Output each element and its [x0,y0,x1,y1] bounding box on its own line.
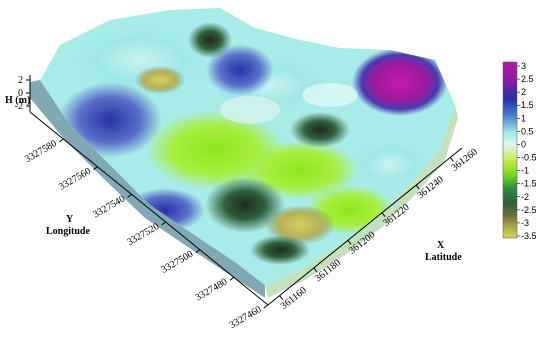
surface [30,8,458,298]
y-axis-title-line2: Longitude [46,226,90,237]
colorbar: 3 2.5 2 1.5 1 0.5 0 -0.5 -1 -1.5 -2 -2.5 -3 -3.5 [502,61,536,241]
y-tick-mark [229,276,235,281]
colorbar-tick-label: -1.5 [521,179,536,189]
y-tick-label: 3327500 [159,249,195,276]
colorbar-tick-label: -0.5 [521,153,536,163]
z-tick-label: 2 [18,75,23,86]
y-tick-mark [161,221,166,226]
colorbar-tick-label: 0.5 [521,126,534,136]
x-axis-line [267,147,463,306]
colorbar-tick-label: -2.5 [521,205,536,215]
x-tick-mark [415,184,420,190]
y-tick-mark [263,304,269,309]
colorbar-tick-label: 2 [521,87,526,97]
colorbar-tick-label: 1.5 [521,100,534,110]
colorbar-tick-label: -3.5 [521,231,536,241]
colorbar-tick-label: -3 [521,218,529,228]
y-tick-label: 3327480 [194,276,230,303]
x-tick-mark [279,295,284,300]
colorbar-tick-label: -1 [521,166,529,176]
y-tick-label: 3327460 [228,304,264,331]
y-tick-mark [195,249,201,254]
colorbar-tick-label: -2 [521,192,529,202]
y-tick-label: 3327580 [23,138,59,165]
surface-left-wall [30,80,265,298]
z-tick-label: 0 [18,88,23,99]
y-tick-label: 3327540 [91,193,127,220]
x-tick-mark [449,157,454,162]
colorbar-tick-label: 0 [521,139,526,149]
x-axis-title-line1: X [437,240,445,251]
y-tick-label: 3327560 [57,166,93,193]
x-axis-title-line2: Latitude [425,252,462,263]
x-tick-mark [313,267,318,273]
y-axis-line [29,111,269,306]
z-axis-ticks: 2 0 -2 [15,75,30,112]
y-tick-mark [59,138,64,143]
colorbar-bar [502,61,518,239]
z-axis-title: H (m) [5,95,30,106]
colorbar-tick-label: 1 [521,113,526,123]
colorbar-tick-label: 2.5 [521,74,534,84]
z-tick-label: -2 [15,101,23,112]
y-tick-mark [93,166,98,171]
y-tick-mark [127,193,132,198]
x-tick-mark [347,240,352,245]
colorbar-ticks: 3 2.5 2 1.5 1 0.5 0 -0.5 -1 -1.5 -2 -2.5 -3 -3.5 [517,61,536,241]
colorbar-tick-label: 3 [521,61,526,71]
x-tick-label: 361260 [449,147,479,174]
x-tick-mark [381,212,386,217]
surface-right-wall [265,105,458,298]
y-tick-label: 3327520 [125,221,161,248]
y-axis-title-line1: Y [66,214,74,225]
